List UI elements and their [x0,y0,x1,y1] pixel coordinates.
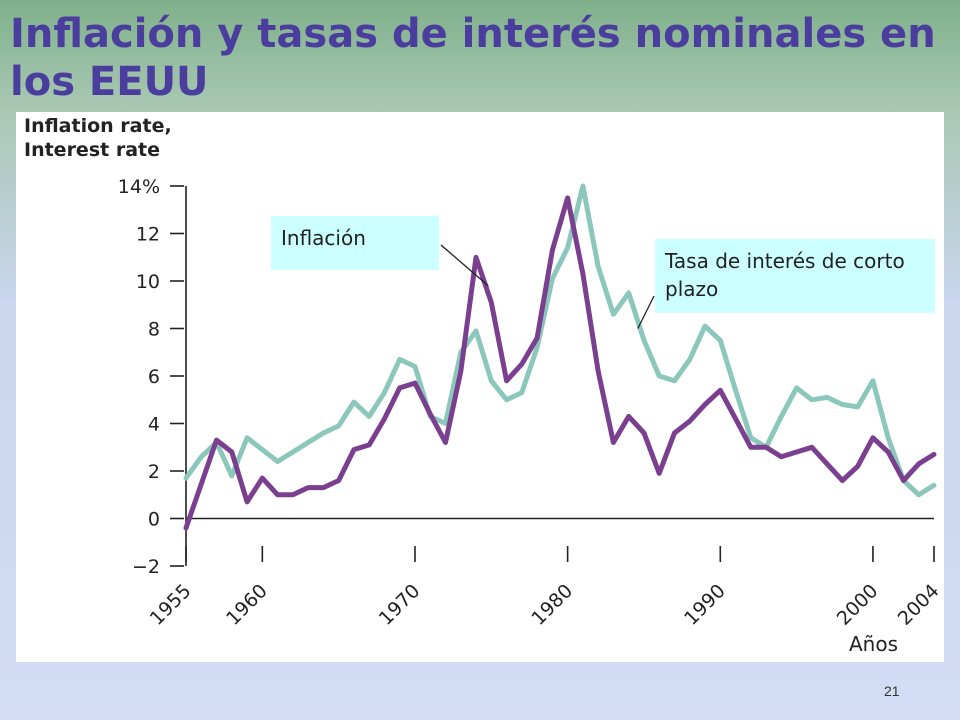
x-tick-label: 2000 [833,580,883,630]
y-axis-label-line-1: Inflation rate, [24,115,172,137]
interest-rate-leader-line [637,295,655,329]
y-tick-label: −2 [132,556,160,578]
y-tick-label: 6 [148,366,160,388]
x-tick-label: 1980 [527,580,577,630]
annotation-leaders [440,244,655,329]
annotation-inflation: Inflación [271,216,439,270]
y-tick-label: 0 [148,509,160,531]
inflation-series-line [183,195,937,531]
slide-title: Inflación y tasas de interés nominales e… [10,11,936,105]
y-axis-label: Inflation rate, Interest rate [24,114,172,162]
x-tick-label: 1955 [146,580,196,630]
x-axis-label: Años [849,632,899,656]
x-tick-label: 2004 [894,580,944,630]
y-axis-label-line-2: Interest rate [24,139,160,161]
chart-panel: 14% 12 10 8 6 4 2 0 −2 1955 1960 1970 1980 1990 2000 20… [16,112,944,662]
page-number: 21 [884,683,900,699]
x-tick-label: 1960 [222,580,272,630]
y-tick-label: 14% [118,176,160,198]
y-tick-label: 2 [148,461,160,483]
x-tick-label: 1970 [375,580,425,630]
annotation-short-term-rate: Tasa de interés de corto plazo [655,239,935,313]
interest-rate-series-line [183,183,937,498]
y-tick-label: 10 [136,271,160,293]
y-tick-label: 4 [148,414,160,436]
y-tick-label: 8 [148,319,160,341]
y-tick-label: 12 [136,224,160,246]
x-tick-label: 1990 [680,580,730,630]
series-lines [183,183,937,531]
inflation-leader-line [440,244,489,287]
